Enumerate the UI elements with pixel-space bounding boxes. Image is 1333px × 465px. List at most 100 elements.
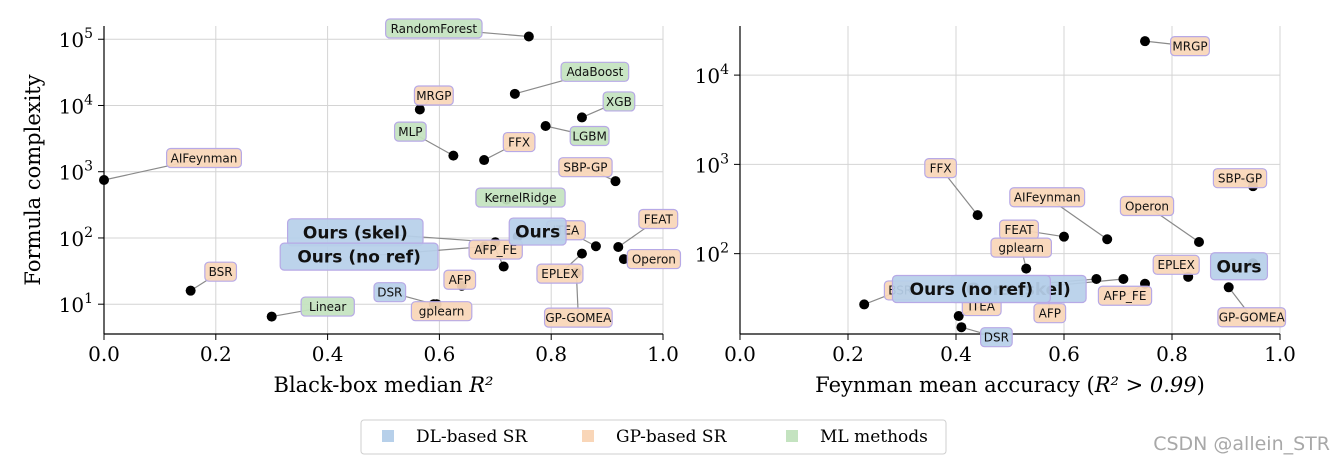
y-tick-label: 102 bbox=[695, 241, 729, 267]
y-tick-label: 104 bbox=[695, 62, 729, 88]
y-tick-label: 102 bbox=[59, 225, 93, 251]
label-box-kernelridge bbox=[475, 187, 566, 208]
label-box-sbp-gp bbox=[1212, 168, 1268, 189]
point-bsr bbox=[859, 299, 870, 310]
y-tick-exponent: 2 bbox=[720, 241, 729, 257]
legend-label-dl-based-sr: DL-based SR bbox=[416, 427, 528, 447]
label-ours-no-ref: Ours (no ref) bbox=[910, 280, 1034, 300]
y-tick-base: 10 bbox=[59, 293, 84, 317]
label-ffx: FFX bbox=[508, 135, 530, 149]
point-feat bbox=[613, 242, 624, 253]
label-box-mlp bbox=[393, 121, 427, 142]
y-tick-exponent: 4 bbox=[84, 92, 93, 108]
label-box-mrgp bbox=[413, 85, 454, 106]
label-box-randomforest bbox=[385, 18, 483, 39]
label-gplearn: gplearn bbox=[419, 305, 465, 319]
label-ffx: FFX bbox=[930, 161, 952, 175]
legend-label-gp-based-sr: GP-based SR bbox=[616, 427, 728, 447]
label-eplex: EPLEX bbox=[541, 267, 578, 281]
y-axis-label: Formula complexity bbox=[21, 74, 45, 285]
point-lgbm bbox=[540, 121, 551, 132]
label-dsr: DSR bbox=[984, 331, 1009, 345]
x-tick-label: 0.6 bbox=[1048, 342, 1080, 366]
y-tick-exponent: 2 bbox=[84, 225, 93, 241]
watermark: CSDN @allein_STR bbox=[1153, 433, 1330, 455]
x-axis-label-math: R² bbox=[468, 373, 493, 397]
label-box-ours bbox=[1209, 252, 1269, 281]
label-aifeynman: AIFeynman bbox=[1014, 191, 1081, 205]
label-box-ours-no-ref bbox=[891, 274, 1051, 304]
label-gp-gomea: GP-GOMEA bbox=[1219, 311, 1286, 325]
y-tick-label: 105 bbox=[59, 26, 93, 52]
label-gp-gomea: GP-GOMEA bbox=[545, 311, 612, 325]
label-operon: Operon bbox=[1125, 199, 1169, 213]
point-labels: RandomForest AdaBoost XGB LGBM MLP KernelRidg… bbox=[166, 18, 682, 328]
point-operon bbox=[1194, 237, 1204, 248]
x-tick-label: 0.6 bbox=[423, 342, 455, 366]
label-kernelridge: KernelRidge bbox=[484, 191, 556, 205]
label-sbp-gp: SBP-GP bbox=[1218, 171, 1262, 185]
point-afp-fe bbox=[498, 261, 509, 272]
point-xgb bbox=[576, 112, 587, 123]
label-box-ffx bbox=[502, 131, 536, 153]
x-tick-label: 0.8 bbox=[535, 342, 567, 366]
x-tick-label: 0.0 bbox=[724, 342, 756, 366]
x-axis-label-text: Black-box median bbox=[274, 373, 470, 397]
label-box-gplearn bbox=[410, 301, 473, 322]
label-lgbm: LGBM bbox=[572, 129, 607, 143]
legend-frame bbox=[360, 419, 947, 455]
label-box-gp-gomea bbox=[1217, 307, 1287, 328]
y-tick-base: 10 bbox=[695, 243, 720, 267]
label-box-afp bbox=[1033, 303, 1067, 324]
point-labels: MRGP SBP-GP FFX AIFeynman FEAT Operon gplearn E… bbox=[883, 36, 1287, 348]
label-ours-no-ref: Ours (no ref) bbox=[297, 248, 421, 268]
y-tick-base: 10 bbox=[59, 227, 84, 251]
label-operon: Operon bbox=[632, 252, 676, 266]
left-chart-panel: 0.0 0.2 0.4 0.6 0.8 1.0101102103104105Black-b… bbox=[59, 18, 682, 397]
label-gplearn: gplearn bbox=[998, 241, 1044, 255]
x-tick-label: 0.0 bbox=[88, 342, 120, 366]
y-tick-base: 10 bbox=[695, 153, 720, 177]
label-box-operon bbox=[1119, 195, 1175, 217]
label-mrgp: MRGP bbox=[416, 89, 451, 103]
label-box-dsr bbox=[979, 327, 1013, 348]
x-tick-label: 1.0 bbox=[647, 342, 679, 366]
legend: DL-based SR GP-based SR ML methods bbox=[360, 419, 947, 455]
y-tick-label: 103 bbox=[59, 159, 93, 185]
label-eplex: EPLEX bbox=[1158, 258, 1195, 272]
label-box-linear bbox=[300, 296, 355, 317]
point-gp-gomea bbox=[1223, 282, 1234, 293]
label-sbp-gp: SBP-GP bbox=[563, 160, 607, 174]
label-xgb: XGB bbox=[606, 95, 632, 109]
y-tick-label: 103 bbox=[695, 151, 729, 177]
label-box-ffx bbox=[924, 158, 957, 179]
legend-swatch-dl-based-sr bbox=[382, 430, 394, 442]
point-randomforest bbox=[523, 31, 534, 42]
label-feat: FEAT bbox=[1004, 223, 1034, 237]
label-dsr: DSR bbox=[377, 286, 402, 300]
point-ffx bbox=[972, 210, 983, 221]
x-axis-label: Feynman mean accuracy (R² > 0.99) bbox=[815, 373, 1205, 397]
point-adaboost bbox=[509, 88, 520, 99]
x-tick-label: 0.4 bbox=[312, 342, 344, 366]
x-tick-label: 0.8 bbox=[1156, 342, 1188, 366]
label-box-ours bbox=[508, 217, 567, 246]
label-bsr: BSR bbox=[209, 265, 233, 279]
point-gplearn bbox=[1021, 263, 1032, 274]
y-tick-label: 104 bbox=[59, 92, 93, 118]
label-randomforest: RandomForest bbox=[391, 22, 478, 36]
label-aifeynman: AIFeynman bbox=[171, 151, 238, 165]
x-tick-label: 0.2 bbox=[200, 342, 232, 366]
label-adaboost: AdaBoost bbox=[566, 65, 623, 79]
point-mlp bbox=[448, 150, 459, 161]
point-aifeynman bbox=[1102, 234, 1113, 245]
label-box-afp-fe bbox=[1097, 285, 1153, 306]
point-linear bbox=[266, 311, 277, 322]
label-mrgp: MRGP bbox=[1172, 39, 1207, 53]
point-mrgp bbox=[1140, 36, 1150, 47]
label-afp-fe: AFP_FE bbox=[474, 243, 517, 257]
label-box-sbp-gp bbox=[558, 157, 613, 178]
point-itea bbox=[590, 241, 601, 252]
